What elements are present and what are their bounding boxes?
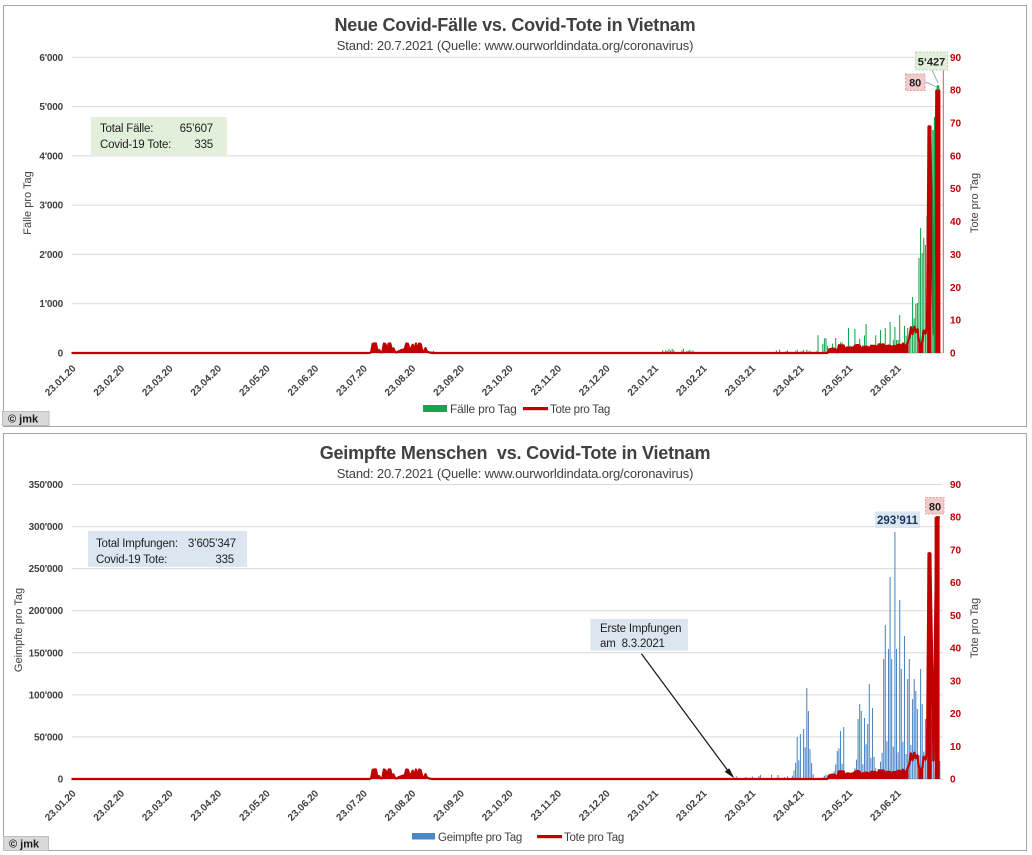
svg-text:Fälle pro Tag: Fälle pro Tag (22, 171, 34, 234)
svg-text:Erste Impfungen: Erste Impfungen (600, 623, 681, 635)
svg-text:250'000: 250'000 (29, 564, 64, 575)
svg-text:65’607: 65’607 (180, 123, 213, 135)
svg-text:2'000: 2'000 (39, 250, 63, 261)
svg-text:90: 90 (950, 480, 962, 491)
svg-text:10: 10 (950, 742, 962, 753)
svg-text:Tote pro Tag: Tote pro Tag (564, 832, 624, 844)
svg-text:Tote pro Tag: Tote pro Tag (969, 598, 981, 658)
svg-text:335: 335 (194, 139, 213, 151)
svg-text:© jmk: © jmk (8, 414, 39, 426)
svg-text:Tote pro Tag: Tote pro Tag (550, 404, 610, 416)
svg-text:10: 10 (950, 316, 962, 327)
svg-text:Geimpfte pro Tag: Geimpfte pro Tag (438, 832, 522, 844)
svg-text:80: 80 (950, 513, 962, 524)
svg-text:Geimpfte Menschen vs. Covid-T: Geimpfte Menschen vs. Covid-Tote in Viet… (320, 443, 711, 463)
svg-text:Total Fälle:: Total Fälle: (100, 123, 153, 135)
svg-text:335: 335 (215, 554, 234, 566)
svg-text:Covid-19 Tote:: Covid-19 Tote: (100, 139, 171, 151)
svg-text:4'000: 4'000 (39, 151, 63, 162)
svg-text:60: 60 (950, 578, 962, 589)
svg-text:80: 80 (909, 78, 921, 90)
svg-text:30: 30 (950, 676, 962, 687)
svg-text:am 8.3.2021: am 8.3.2021 (600, 638, 665, 650)
svg-text:6'000: 6'000 (39, 53, 63, 64)
svg-text:Covid-19 Tote:: Covid-19 Tote: (96, 554, 167, 566)
svg-text:300'000: 300'000 (29, 522, 64, 533)
svg-text:100'000: 100'000 (29, 690, 64, 701)
svg-text:80: 80 (929, 502, 941, 514)
svg-text:Neue Covid-Fälle vs. Covid-Tot: Neue Covid-Fälle vs. Covid-Tote in Vietn… (334, 15, 695, 35)
svg-text:50: 50 (950, 184, 962, 195)
svg-text:70: 70 (950, 545, 962, 556)
svg-text:Fälle pro Tag: Fälle pro Tag (450, 402, 517, 416)
svg-text:5'000: 5'000 (39, 102, 63, 113)
svg-text:0: 0 (950, 775, 956, 786)
svg-text:0: 0 (58, 775, 64, 786)
svg-text:1'000: 1'000 (39, 299, 63, 310)
svg-text:© jmk: © jmk (9, 839, 40, 851)
svg-text:Stand: 20.7.2021 (Quelle: www.: Stand: 20.7.2021 (Quelle: www.ourworldin… (337, 466, 694, 481)
svg-text:Geimpfte pro Tag: Geimpfte pro Tag (13, 588, 25, 672)
svg-text:20: 20 (950, 283, 962, 294)
svg-text:70: 70 (950, 119, 962, 130)
svg-text:40: 40 (950, 217, 962, 228)
svg-text:50'000: 50'000 (34, 732, 64, 743)
svg-text:0: 0 (58, 349, 64, 360)
svg-text:3'000: 3'000 (39, 201, 63, 212)
svg-text:40: 40 (950, 644, 962, 655)
svg-text:350'000: 350'000 (29, 480, 64, 491)
svg-text:Total Impfungen:: Total Impfungen: (96, 538, 178, 550)
svg-text:293’911: 293’911 (877, 515, 919, 527)
svg-text:90: 90 (950, 53, 962, 64)
svg-text:150'000: 150'000 (29, 648, 64, 659)
svg-text:20: 20 (950, 709, 962, 720)
svg-text:60: 60 (950, 151, 962, 162)
svg-text:5‘427: 5‘427 (918, 57, 946, 69)
svg-text:0: 0 (950, 349, 956, 360)
svg-text:50: 50 (950, 611, 962, 622)
svg-text:200'000: 200'000 (29, 606, 64, 617)
svg-text:Tote pro Tag: Tote pro Tag (969, 173, 981, 233)
svg-text:Stand: 20.7.2021 (Quelle: www.: Stand: 20.7.2021 (Quelle: www.ourworldin… (337, 38, 694, 53)
svg-text:80: 80 (950, 86, 962, 97)
svg-text:30: 30 (950, 250, 962, 261)
svg-text:3’605’347: 3’605’347 (188, 538, 236, 550)
